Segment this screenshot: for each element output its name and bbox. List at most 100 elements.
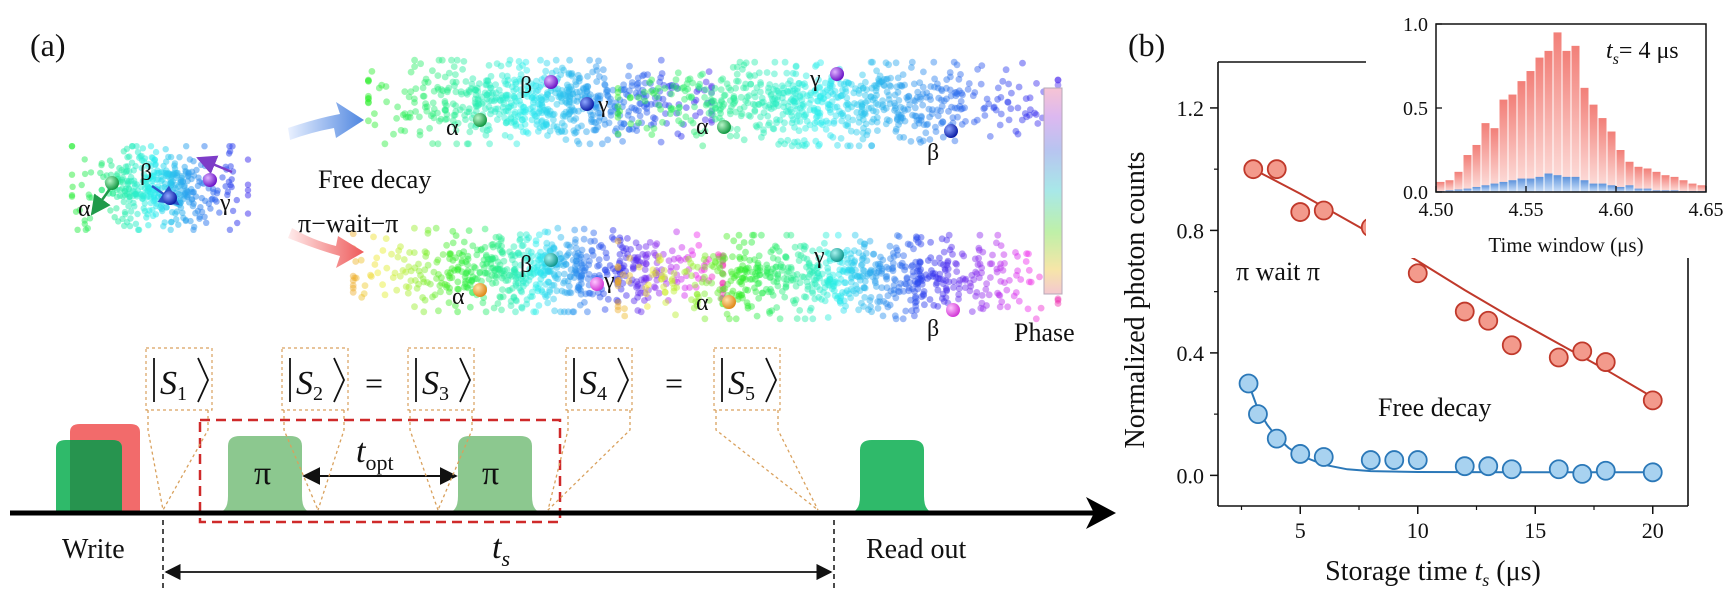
cloud-dot: [555, 128, 563, 136]
cloud-dot: [848, 259, 856, 267]
cloud-dot: [820, 289, 827, 296]
cloud-dot: [879, 103, 886, 111]
cloud-dot: [994, 95, 1001, 103]
cloud-dot: [732, 84, 739, 92]
cloud-dot: [465, 108, 473, 116]
cloud-dot: [116, 164, 123, 172]
cloud-dot: [696, 84, 703, 92]
cloud-dot: [747, 80, 755, 88]
cloud-dot: [503, 72, 511, 80]
cloud-dot: [494, 300, 502, 307]
cloud-dot: [998, 298, 1006, 306]
cloud-dot: [572, 236, 579, 243]
cloud-dot: [771, 95, 779, 102]
cloud-dot: [792, 95, 799, 102]
cloud-dot: [479, 261, 487, 268]
cloud-dot: [815, 262, 823, 270]
cloud-dot: [517, 123, 525, 131]
cloud-dot: [415, 280, 422, 288]
particle-beta-initial: [163, 191, 177, 205]
cloud-dot: [920, 121, 928, 128]
cloud-dot: [488, 97, 495, 104]
cloud-dot: [756, 271, 764, 279]
alpha-velocity-arrow: [90, 185, 114, 216]
cloud-dot: [661, 288, 669, 296]
cloud-dot: [890, 282, 898, 289]
cloud-dot: [583, 253, 591, 260]
cloud-dot: [504, 76, 512, 84]
cloud-dot: [876, 78, 884, 86]
cloud-dot: [759, 289, 767, 297]
cloud-dot: [699, 142, 707, 150]
cloud-dot: [977, 304, 985, 312]
cloud-dot: [569, 90, 577, 98]
cloud-dot: [1004, 99, 1012, 106]
cloud-dot: [126, 153, 133, 160]
cloud-dot: [577, 251, 585, 259]
cloud-dot: [923, 89, 931, 97]
cloud-dot: [704, 99, 711, 107]
cloud-dot: [720, 92, 728, 100]
cloud-dot: [946, 69, 954, 76]
histogram-bar-pi-wait-pi: [1472, 144, 1481, 192]
cloud-dot: [701, 94, 708, 101]
cloud-dot: [163, 158, 170, 165]
cloud-dot: [194, 182, 202, 190]
cloud-dot: [547, 247, 554, 255]
cloud-dot: [944, 257, 952, 265]
cloud-dot: [462, 270, 470, 277]
cloud-dot: [982, 286, 990, 293]
cloud-dot: [483, 253, 490, 260]
cloud-dot: [793, 271, 801, 278]
cloud-dot: [830, 117, 838, 125]
cloud-dot: [532, 82, 540, 90]
cloud-dot: [544, 112, 552, 119]
cloud-dot: [787, 265, 795, 273]
cloud-dot: [757, 79, 764, 86]
cloud-dot: [219, 174, 226, 181]
cloud-dot: [490, 304, 498, 312]
cloud-dot: [794, 85, 801, 92]
cloud-dot: [719, 252, 727, 259]
cloud-dot: [856, 114, 863, 121]
cloud-dot: [416, 113, 423, 121]
cloud-dot: [78, 181, 85, 189]
cloud-dot: [783, 276, 791, 284]
cloud-dot: [720, 285, 727, 293]
cloud-dot: [424, 261, 432, 269]
histogram-bar-free-decay: [1634, 188, 1643, 192]
cloud-dot: [771, 70, 778, 78]
cloud-dot: [451, 267, 458, 274]
cloud-dot: [527, 293, 535, 300]
cloud-dot: [961, 277, 969, 284]
cloud-dot: [783, 87, 791, 95]
cloud-dot: [492, 94, 500, 102]
cloud-dot: [187, 217, 194, 225]
cloud-initial: [68, 143, 252, 233]
cloud-dot: [565, 282, 573, 290]
cloud-dot: [453, 56, 461, 64]
cloud-dot: [507, 302, 515, 310]
cloud-dot: [433, 258, 441, 266]
cloud-dot: [566, 92, 574, 99]
cloud-dot: [574, 284, 582, 291]
cloud-dot: [173, 172, 181, 179]
ket-leaders: [147, 410, 819, 511]
histogram-bar-free-decay: [1670, 190, 1679, 192]
histogram-bar-free-decay: [1580, 180, 1589, 192]
cloud-dot: [522, 106, 530, 114]
cloud-dot: [767, 248, 775, 256]
cloud-dot: [639, 259, 647, 267]
cloud-dot: [860, 240, 868, 248]
cloud-dot: [492, 81, 499, 88]
cloud-dot: [634, 307, 642, 314]
cloud-dot: [404, 289, 412, 297]
cloud-dot: [470, 263, 478, 271]
cloud-dot: [675, 109, 683, 117]
data-point: [1548, 459, 1569, 480]
cloud-dot: [815, 142, 822, 150]
cloud-dot: [621, 305, 628, 312]
cloud-dot: [894, 288, 902, 295]
cloud-dot: [808, 287, 816, 295]
cloud-dot: [531, 269, 538, 277]
